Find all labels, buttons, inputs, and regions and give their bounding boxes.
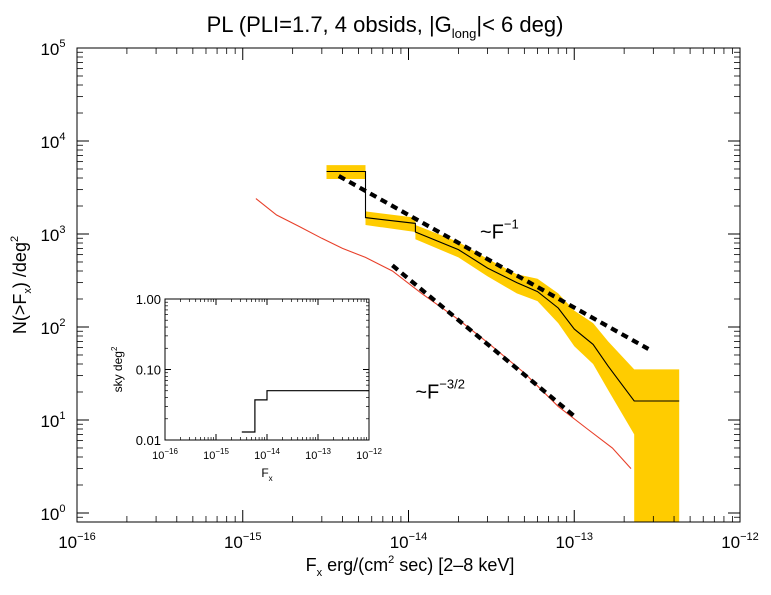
y-tick-label: 100 <box>40 503 65 524</box>
slope-annotation-0: ~F−1 <box>480 216 519 243</box>
inset-axes-frame <box>164 298 370 441</box>
y-tick-label: 105 <box>40 38 65 59</box>
inset-plot: 10−16 10−15 10−14 10−13 10−12 0.01 0.10 1.00 Fx s… <box>110 292 382 483</box>
inset-x-tick-label: 10−14 <box>254 447 280 462</box>
inset-y-tick-label: 0.01 <box>136 433 161 448</box>
x-tick-label: 10−16 <box>58 531 96 552</box>
inset-x-axis-label: Fx <box>261 466 272 483</box>
y-tick-label: 102 <box>40 317 65 338</box>
x-tick-label: 10−15 <box>224 531 262 552</box>
slope-annotation-1: ~F−3/2 <box>415 377 465 404</box>
series-model-curve <box>255 198 632 469</box>
x-tick-label: 10−12 <box>721 531 759 552</box>
inset-x-tick-label: 10−13 <box>305 447 331 462</box>
x-axis-label: Fx erg/(cm2 sec) [2–8 keV] <box>306 554 515 579</box>
inset-y-axis-label: sky deg2 <box>110 346 125 392</box>
inset-x-tick-label: 10−12 <box>356 447 382 462</box>
y-tick-label: 101 <box>40 410 65 431</box>
x-tick-label: 10−13 <box>555 531 593 552</box>
inset-x-tick-label: 10−15 <box>203 447 229 462</box>
y-axis-label: N(>Fx) /deg2 <box>9 236 34 334</box>
chart-title: PL (PLI=1.7, 4 obsids, |Glong|< 6 deg) <box>207 12 564 41</box>
series-measured-step <box>326 170 680 402</box>
series-uncertainty-band <box>326 165 680 522</box>
inset-y-tick-label: 1.00 <box>136 292 161 307</box>
series-reference-line-4 <box>391 263 576 418</box>
inset-series-sky-coverage <box>241 390 369 433</box>
x-tick-label: 10−14 <box>390 531 428 552</box>
main-plot: 10−16 10−15 10−14 10−13 10−12 100 101 102 103 104… <box>9 12 759 579</box>
inset-x-tick-label: 10−16 <box>152 447 178 462</box>
inset-y-tick-label: 0.10 <box>136 363 161 378</box>
y-tick-label: 103 <box>40 224 65 245</box>
y-tick-label: 104 <box>40 131 65 152</box>
